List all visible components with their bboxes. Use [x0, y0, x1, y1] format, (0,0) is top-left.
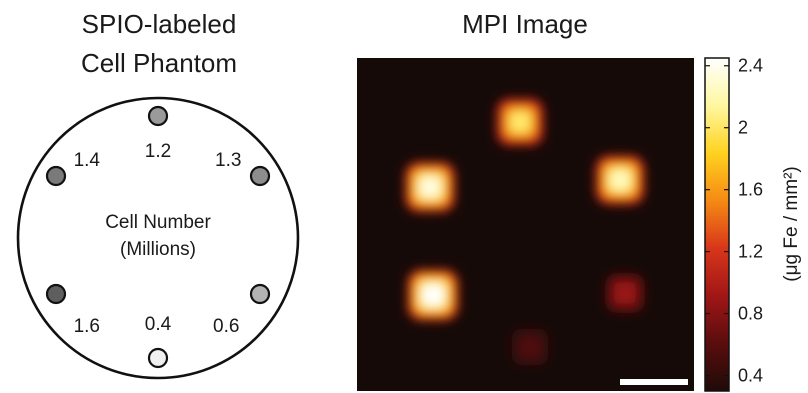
- well-label-3: 0.6: [213, 316, 239, 337]
- well-5: [45, 283, 67, 305]
- colorbar-tick-label-5: 0.8: [738, 304, 763, 324]
- colorbar-tick-label-4: 1.2: [738, 242, 763, 262]
- colorbar-tick-label-3: 1.6: [738, 180, 763, 200]
- wells-group: 1.2 1.3 0.6 0.4 1.6 1.4: [45, 105, 271, 369]
- colorbar-ticks: 2.4 2 1.6 1.2 0.8 0.4: [705, 56, 763, 386]
- well-2: [249, 165, 271, 187]
- colorbar-tick-label-1: 2.4: [738, 56, 763, 76]
- center-label-line1: Cell Number: [105, 212, 211, 233]
- spot-lower-right: [605, 273, 645, 313]
- spot-lower-left: [407, 269, 459, 321]
- spot-upper-left: [404, 161, 456, 213]
- well-label-5: 1.6: [74, 316, 100, 337]
- colorbar: 2.4 2 1.6 1.2 0.8 0.4 (μg Fe / mm²): [704, 56, 802, 392]
- well-label-2: 1.3: [215, 150, 241, 171]
- spot-upper-right: [594, 154, 646, 206]
- well-label-4: 0.4: [145, 314, 172, 335]
- mpi-title: MPI Image: [462, 9, 588, 39]
- phantom-title-line2: Cell Phantom: [81, 48, 237, 78]
- spot-top: [495, 97, 545, 147]
- colorbar-gradient: [704, 57, 730, 392]
- colorbar-unit-label: (μg Fe / mm²): [781, 166, 802, 281]
- mpi-spots: [404, 97, 646, 366]
- colorbar-tick-label-2: 2: [738, 118, 748, 138]
- well-6: [45, 165, 67, 187]
- colorbar-tick-label-6: 0.4: [738, 366, 763, 386]
- well-4: [147, 347, 169, 369]
- mpi-panel: MPI Image: [357, 9, 694, 391]
- well-label-6: 1.4: [74, 150, 101, 171]
- well-label-1: 1.2: [145, 141, 171, 162]
- scale-bar: [620, 379, 688, 385]
- well-1: [147, 105, 169, 127]
- phantom-title-line1: SPIO-labeled: [82, 9, 237, 39]
- spot-bottom: [511, 328, 549, 366]
- phantom-panel: SPIO-labeled Cell Phantom Cell Number (M…: [16, 9, 300, 380]
- phantom-outline: [16, 96, 300, 380]
- center-label-line2: (Millions): [120, 239, 196, 260]
- well-3: [249, 283, 271, 305]
